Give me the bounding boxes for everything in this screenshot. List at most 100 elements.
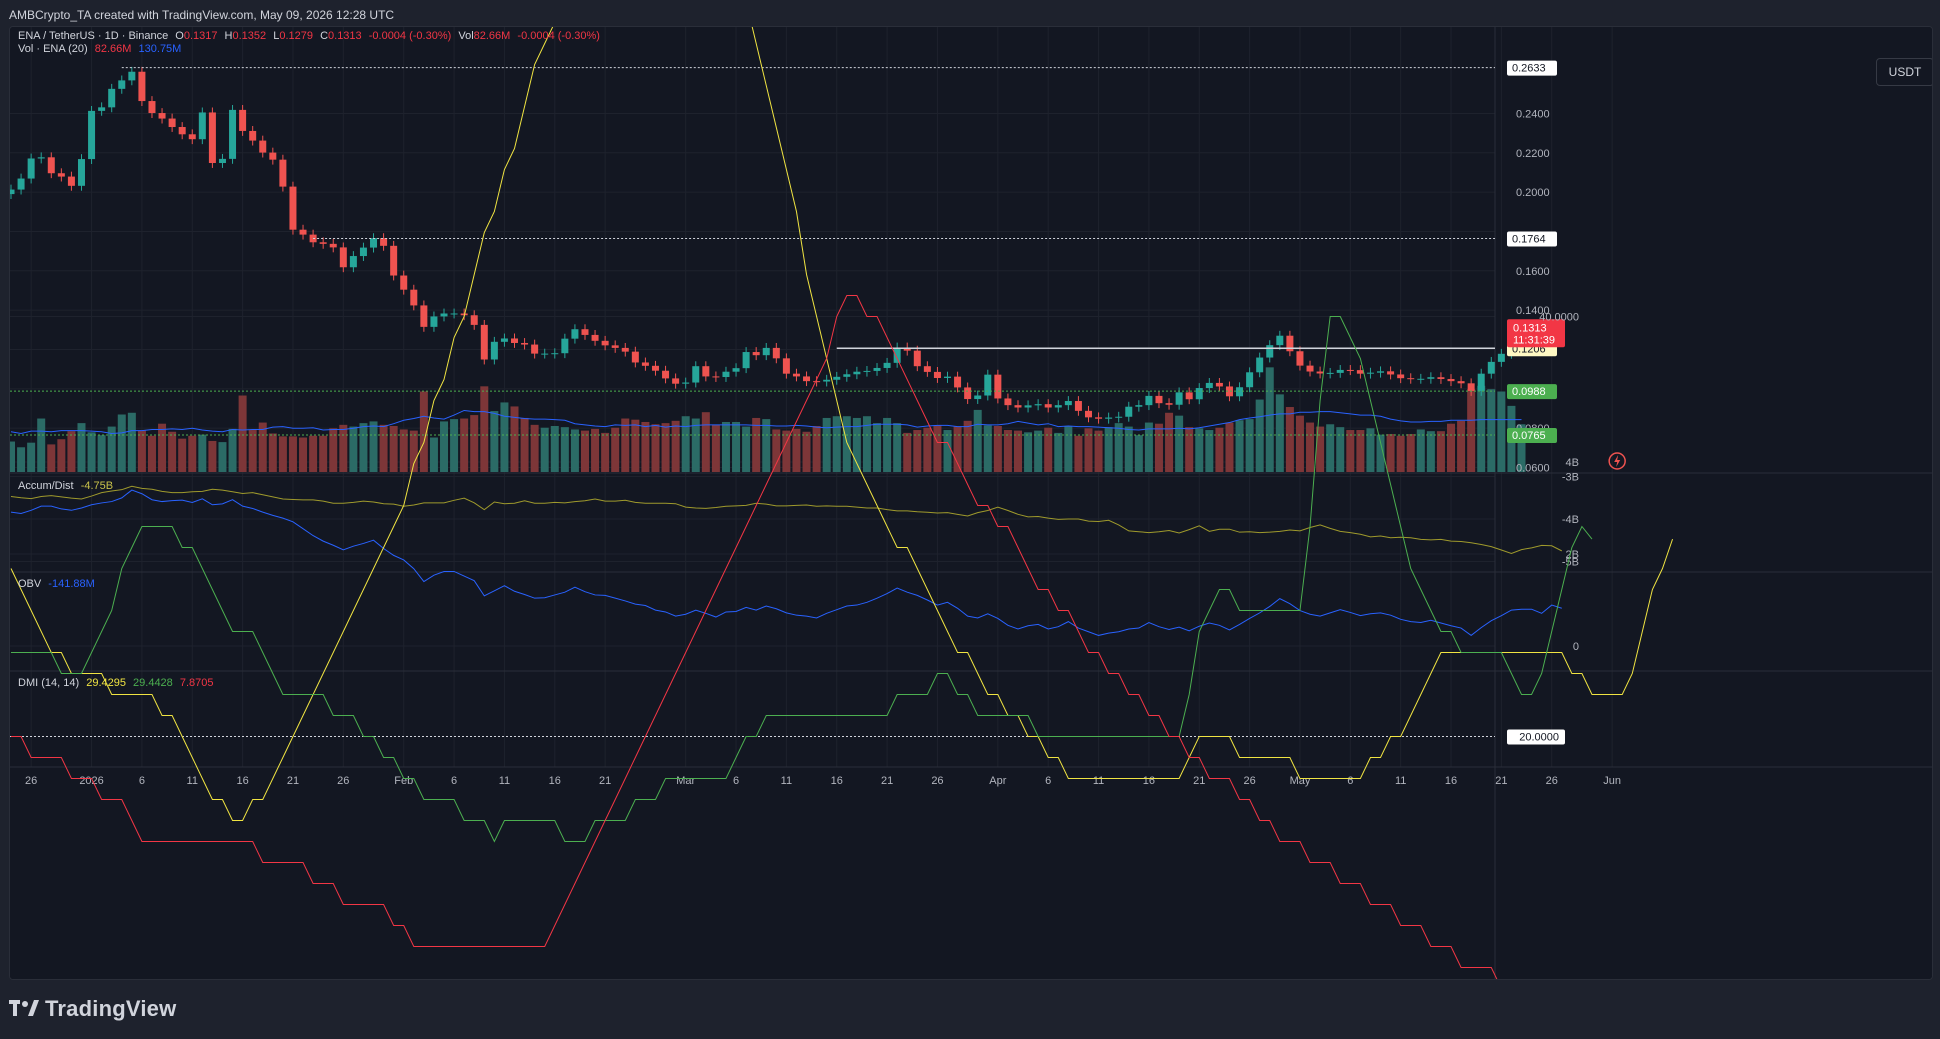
dmi-minus-line <box>11 295 1498 979</box>
main-legend: ENA / TetherUS · 1D · Binance O0.1317 H0… <box>18 30 604 42</box>
dmi-legend-label[interactable]: DMI (14, 14) <box>18 677 80 689</box>
level-tag-bg <box>1507 428 1557 444</box>
candle-body <box>380 238 388 246</box>
volume-bar <box>1104 427 1113 472</box>
candle-body <box>1377 371 1385 373</box>
candle-body <box>370 238 378 248</box>
candle-body <box>1236 387 1244 397</box>
volume-bar <box>983 425 992 472</box>
candle-body <box>88 110 96 160</box>
candle-body <box>1397 374 1405 379</box>
candle-body <box>168 118 176 128</box>
time-axis-label: 6 <box>733 775 739 787</box>
candle-body <box>1215 382 1223 387</box>
volume-bar <box>1124 426 1133 472</box>
candle-body <box>551 353 559 355</box>
candle-body <box>1165 403 1173 405</box>
price-axis-label: 0.0600 <box>1516 463 1550 475</box>
volume-bar <box>1114 423 1123 472</box>
candle-body <box>1195 388 1203 400</box>
ad-legend-label[interactable]: Accum/Dist <box>18 480 74 492</box>
volume-legend-label[interactable]: Vol · ENA (20) <box>18 43 88 55</box>
candle-body <box>1276 335 1284 346</box>
candle-body <box>712 376 720 378</box>
volume-bar <box>792 428 801 472</box>
volume-bar <box>460 418 469 472</box>
volume-bar <box>147 435 156 472</box>
volume-bar <box>1144 422 1153 472</box>
candle-body <box>1205 382 1213 389</box>
volume-bar <box>178 438 187 472</box>
time-axis-label: 2026 <box>79 775 103 787</box>
obv-legend-label[interactable]: OBV <box>18 578 42 590</box>
time-axis-label: 21 <box>599 775 611 787</box>
volume-bar <box>1215 427 1224 472</box>
candle-body <box>1175 392 1183 405</box>
candle-body <box>178 127 186 135</box>
volume-bar <box>1134 435 1143 472</box>
level-tag: 0.1764 <box>1512 234 1546 246</box>
volume-bar <box>732 421 741 472</box>
candle-body <box>1457 381 1465 384</box>
ad-axis-label: -5B <box>1562 557 1579 569</box>
candle-body <box>1125 406 1133 417</box>
volume-bar <box>953 426 962 472</box>
volume-bar <box>17 447 26 472</box>
candle-body <box>1306 365 1314 372</box>
candle-body <box>1105 417 1113 419</box>
candle-body <box>339 247 347 268</box>
currency-button[interactable]: USDT <box>1876 58 1932 86</box>
candle-body <box>651 365 659 371</box>
volume-bar <box>1457 420 1466 472</box>
volume-bar <box>772 429 781 472</box>
legend-low-label: L <box>273 30 280 42</box>
current-price-label: 0.1313 <box>1513 322 1547 334</box>
obv-axis-label: 4B <box>1566 457 1579 469</box>
time-axis-label: 6 <box>451 775 457 787</box>
candle-body <box>1064 401 1072 406</box>
volume-bar <box>127 412 136 472</box>
volume-bar <box>309 435 318 472</box>
volume-bar <box>1074 435 1083 472</box>
brand-name: TradingView <box>45 996 177 1021</box>
volume-bar <box>550 426 559 472</box>
candle-body <box>742 352 750 369</box>
volume-bar <box>107 426 116 472</box>
candle-body <box>662 370 670 379</box>
candle-body <box>1366 372 1374 374</box>
volume-bar <box>993 426 1002 472</box>
volume-bar <box>1064 426 1073 472</box>
volume-bar <box>1175 415 1184 472</box>
volume-bar <box>913 430 922 472</box>
volume-bar <box>500 402 509 472</box>
chart-svg[interactable]: 26 2026 6 11 16 21 26 Feb 6 11 16 21 Mar 6 11 16 21 26 Apr… <box>10 27 1932 979</box>
time-axis-label: 6 <box>139 775 145 787</box>
volume-bar <box>1165 412 1174 472</box>
volume-bar <box>883 417 892 472</box>
candle-body <box>611 345 619 348</box>
legend-high: 0.1352 <box>232 30 267 42</box>
chart-background <box>10 27 1932 979</box>
legend-symbol[interactable]: ENA / TetherUS · 1D · Binance <box>18 30 169 42</box>
volume-bar <box>1255 399 1264 472</box>
candle-body <box>1447 378 1455 382</box>
volume-ma-legend-value: 130.75M <box>138 43 182 55</box>
time-axis-label: 16 <box>1445 775 1457 787</box>
price-levels <box>10 67 1495 436</box>
volume-bar <box>1275 394 1284 472</box>
candle-body <box>430 316 438 327</box>
obv-axis-label: 2B <box>1566 549 1579 561</box>
price-axis-label: 0.1400 <box>1516 305 1550 317</box>
chart-pane[interactable]: 26 2026 6 11 16 21 26 Feb 6 11 16 21 Mar 6 11 16 21 26 Apr… <box>9 26 1933 980</box>
dmi-axis-label: 40.0000 <box>1539 312 1579 324</box>
candle-body <box>1427 377 1435 379</box>
volume-bar <box>268 433 277 472</box>
volume-bar <box>641 421 650 472</box>
time-axis-label: 11 <box>781 775 792 787</box>
candle-body <box>682 382 690 384</box>
volume-bar <box>329 428 338 472</box>
volume-bar <box>852 417 861 472</box>
candle-body <box>1256 357 1264 373</box>
volume-bar <box>681 416 690 472</box>
volume-bar <box>822 417 831 472</box>
